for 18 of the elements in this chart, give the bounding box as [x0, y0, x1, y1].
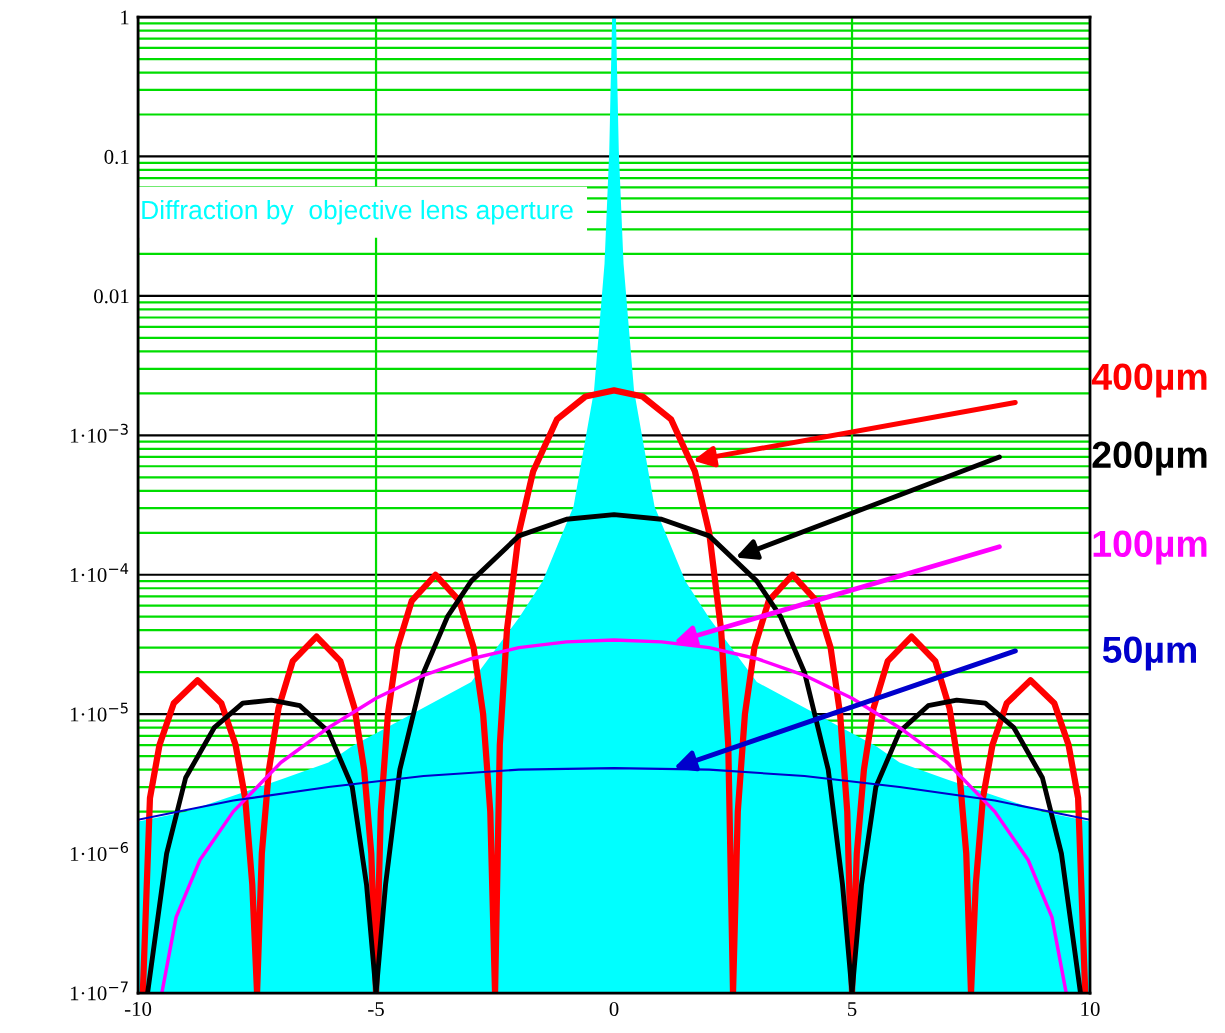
y-tick-label: 0.01	[94, 289, 129, 304]
text: 400µm	[1091, 363, 1207, 398]
series-label: Diffraction by objective lens aperture	[142, 199, 573, 225]
text: 200µm	[1092, 441, 1207, 476]
y-tick-label: 1·10$^{−6}$	[70, 842, 129, 862]
text: 100µm	[1093, 530, 1207, 565]
y-tick-label: 1·10$^{−3}$	[70, 423, 128, 443]
y-tick-label: 1·10$^{−4}$	[70, 563, 129, 583]
y-tick-label: 1·10$^{−5}$	[70, 702, 128, 722]
x-tick-label: 0	[609, 1001, 619, 1017]
y-tick-label: 1·10$^{−7}$	[70, 981, 128, 1001]
x-tick-label: -5	[368, 1002, 384, 1017]
x-tick-label: 10	[1081, 1001, 1100, 1017]
x-tick-label: 5	[848, 1002, 857, 1017]
text: 50µm	[1102, 636, 1197, 671]
y-tick-label: 0.1	[104, 149, 129, 164]
x-tick-label: -10	[124, 1001, 152, 1017]
y-tick-label: 1	[121, 10, 129, 25]
